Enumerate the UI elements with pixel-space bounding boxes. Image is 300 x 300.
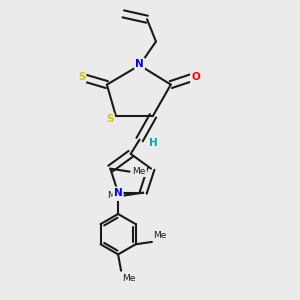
Text: H: H	[148, 138, 157, 148]
Text: Me: Me	[153, 231, 167, 240]
Text: Me: Me	[133, 167, 146, 176]
Text: N: N	[135, 59, 144, 69]
Text: Me: Me	[108, 191, 121, 200]
Text: O: O	[191, 72, 200, 82]
Text: Me: Me	[123, 274, 136, 283]
Text: S: S	[78, 72, 85, 82]
Text: S: S	[106, 114, 114, 124]
Text: N: N	[114, 188, 122, 198]
